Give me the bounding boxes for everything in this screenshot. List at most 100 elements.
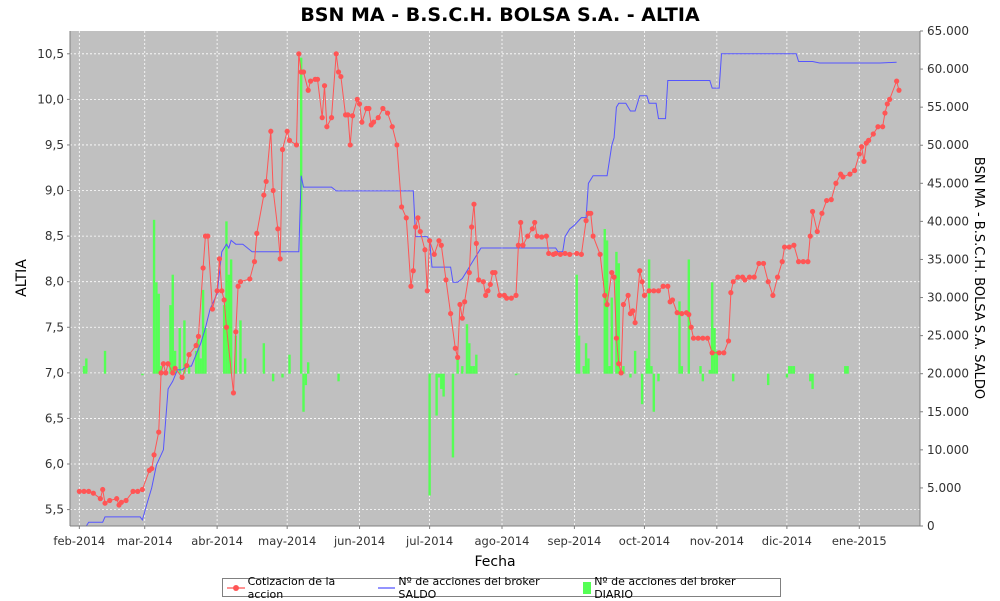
diario-bar	[809, 373, 812, 382]
price-point	[557, 251, 563, 257]
price-point	[424, 288, 430, 294]
diario-bar	[615, 251, 618, 374]
price-point	[347, 142, 353, 148]
price-point	[583, 218, 589, 224]
diario-bar	[304, 373, 308, 386]
price-point	[553, 250, 559, 257]
price-point	[856, 151, 862, 157]
price-point	[725, 338, 732, 344]
price-point	[275, 226, 281, 232]
price-point	[448, 310, 454, 317]
diario-bar	[470, 366, 473, 374]
price-point	[408, 283, 414, 289]
price-point	[214, 288, 220, 294]
price-point	[616, 361, 622, 367]
diario-bar	[633, 350, 637, 374]
price-point	[604, 301, 610, 308]
chart-svg: feb-2014 mar-2014 abr-2014 may-2014 jun-2014…	[14, 24, 986, 570]
y-right-tick-label: 5.000	[927, 481, 961, 495]
price-point	[686, 311, 692, 318]
left-axis-label: ALTIA	[14, 259, 30, 297]
chart-title: BSN MA - B.S.C.H. BOLSA S.A. - ALTIA	[300, 4, 700, 26]
diario-bar	[271, 373, 275, 382]
price-point	[774, 274, 781, 280]
price-point	[476, 277, 482, 283]
price-point	[170, 370, 176, 376]
price-point	[268, 128, 274, 134]
price-line	[76, 51, 902, 508]
price-point	[690, 335, 697, 341]
price-point	[354, 96, 360, 102]
price-point	[135, 488, 141, 494]
y-right-tick-label: 30.000	[927, 291, 969, 305]
x-tick-label: oct-2014	[619, 534, 670, 548]
price-point	[205, 233, 211, 239]
y-right-tick-label: 50.000	[927, 138, 969, 152]
price-point	[630, 308, 636, 314]
price-point	[158, 370, 164, 376]
price-point	[618, 370, 624, 376]
price-point	[349, 113, 356, 119]
price-point	[107, 497, 113, 504]
price-point	[819, 210, 825, 216]
x-tick-label: jul-2014	[405, 534, 453, 548]
diario-bar	[577, 335, 581, 374]
legend-swatch-saldo	[377, 586, 396, 589]
price-point	[179, 374, 185, 381]
diario-bar	[647, 259, 651, 374]
diario-bar	[155, 282, 158, 374]
x-tick-label: dic-2014	[762, 534, 812, 548]
price-point	[611, 274, 617, 280]
diario-bar	[430, 373, 434, 375]
diario-bar	[227, 274, 230, 374]
x-tick-label: abr-2014	[191, 534, 243, 548]
diario-bar	[171, 274, 174, 374]
price-point	[655, 288, 662, 294]
diario-bar	[281, 373, 284, 378]
right-axis-label: BSN MA - B.S.C.H. BOLSA S.A. SALDO	[971, 157, 986, 399]
price-point	[529, 226, 535, 232]
price-point	[781, 244, 788, 250]
price-point	[567, 251, 573, 257]
price-point	[847, 171, 853, 177]
price-point	[485, 288, 491, 294]
y-right-tick-label: 35.000	[927, 252, 969, 266]
price-point	[884, 101, 890, 107]
price-point	[130, 488, 136, 494]
diario-bar	[306, 362, 310, 374]
diario-bar	[82, 366, 86, 374]
diario-bar	[141, 373, 144, 376]
diario-bar	[173, 350, 177, 374]
price-point	[370, 119, 377, 125]
price-point	[415, 215, 421, 221]
axes: feb-2014 mar-2014 abr-2014 may-2014 jun-2014…	[37, 24, 969, 548]
price-point	[427, 238, 433, 244]
price-point	[807, 233, 813, 239]
price-point	[597, 251, 603, 257]
price-point	[543, 233, 549, 239]
price-point	[896, 87, 902, 93]
price-point	[695, 335, 701, 341]
price-point	[613, 335, 620, 341]
price-point	[823, 197, 830, 204]
diario-bar	[468, 343, 471, 374]
y-left-tick-label: 5,5	[45, 503, 64, 517]
price-point	[279, 146, 286, 153]
price-point	[721, 350, 727, 356]
price-point	[625, 292, 631, 298]
price-point	[261, 192, 267, 198]
y-right-tick-label: 0	[927, 519, 935, 533]
price-point	[195, 333, 202, 339]
price-point	[660, 283, 666, 289]
price-point	[887, 96, 893, 102]
price-point	[328, 115, 335, 121]
price-point	[504, 295, 510, 301]
price-point	[730, 279, 736, 285]
price-point	[335, 69, 342, 75]
diario-bar	[603, 229, 606, 374]
price-point	[398, 204, 405, 210]
diario-bar	[288, 354, 291, 374]
legend-swatch-diario	[583, 581, 592, 594]
grid	[70, 31, 920, 526]
diario-bar	[229, 259, 233, 374]
